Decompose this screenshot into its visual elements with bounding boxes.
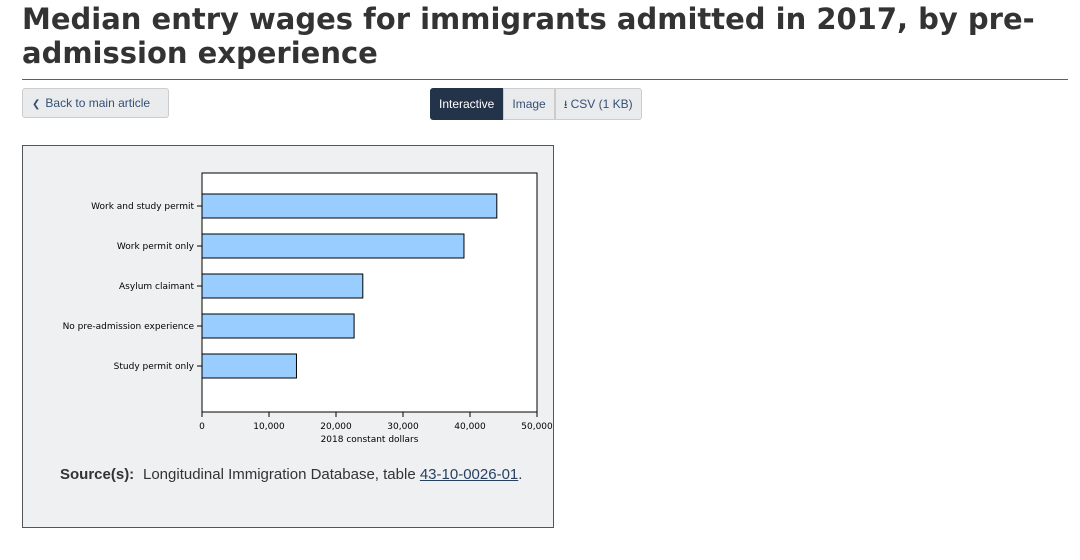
x-tick-label: 40,000 — [454, 422, 486, 432]
bar-chart: Work and study permit Work permit only Asy… — [63, 172, 553, 445]
bar-4 — [201, 353, 297, 379]
y-tick-label: Study permit only — [114, 362, 195, 372]
x-tick-label: 10,000 — [253, 422, 285, 432]
back-to-article-button[interactable]: ❮ Back to main article — [22, 88, 169, 118]
bar-1 — [201, 233, 465, 259]
source-table-link[interactable]: 43-10-0026-01 — [419, 466, 519, 483]
y-tick-label: No pre-admission experience — [63, 322, 195, 332]
bar-0 — [201, 193, 498, 219]
x-tick-label: 30,000 — [387, 422, 419, 432]
x-tick-label: 20,000 — [320, 422, 352, 432]
view-toggle-group: Interactive Image ⭳ CSV (1 KB) — [430, 88, 642, 120]
image-view-button[interactable]: Image — [503, 88, 555, 120]
x-tick-label: 50,000 — [521, 422, 553, 432]
source-description: Longitudinal Immigration Database, table — [143, 466, 420, 483]
source-label: Source(s): — [60, 466, 135, 483]
y-tick-label: Work permit only — [117, 242, 195, 252]
y-tick-label: Work and study permit — [91, 202, 194, 212]
back-button-label: Back to main article — [45, 96, 151, 110]
source-suffix: . — [518, 466, 523, 483]
interactive-view-button[interactable]: Interactive — [430, 88, 504, 120]
chart-figure: Work and study permit Work permit only Asy… — [22, 145, 554, 528]
y-tick-label: Asylum claimant — [119, 282, 194, 292]
chevron-left-icon: ❮ — [32, 99, 41, 110]
source-text: Longitudinal Immigration Database, table… — [143, 462, 538, 488]
x-axis-label: 2018 constant dollars — [321, 435, 419, 445]
csv-download-label: CSV (1 KB) — [570, 97, 633, 111]
x-tick-label: 0 — [199, 422, 205, 432]
bar-3 — [201, 313, 355, 339]
page-title: Median entry wages for immigrants admitt… — [22, 2, 1035, 70]
download-icon: ⭳ — [563, 99, 568, 111]
bar-2 — [201, 273, 364, 299]
csv-download-button[interactable]: ⭳ CSV (1 KB) — [554, 88, 642, 120]
title-divider — [22, 79, 1068, 80]
